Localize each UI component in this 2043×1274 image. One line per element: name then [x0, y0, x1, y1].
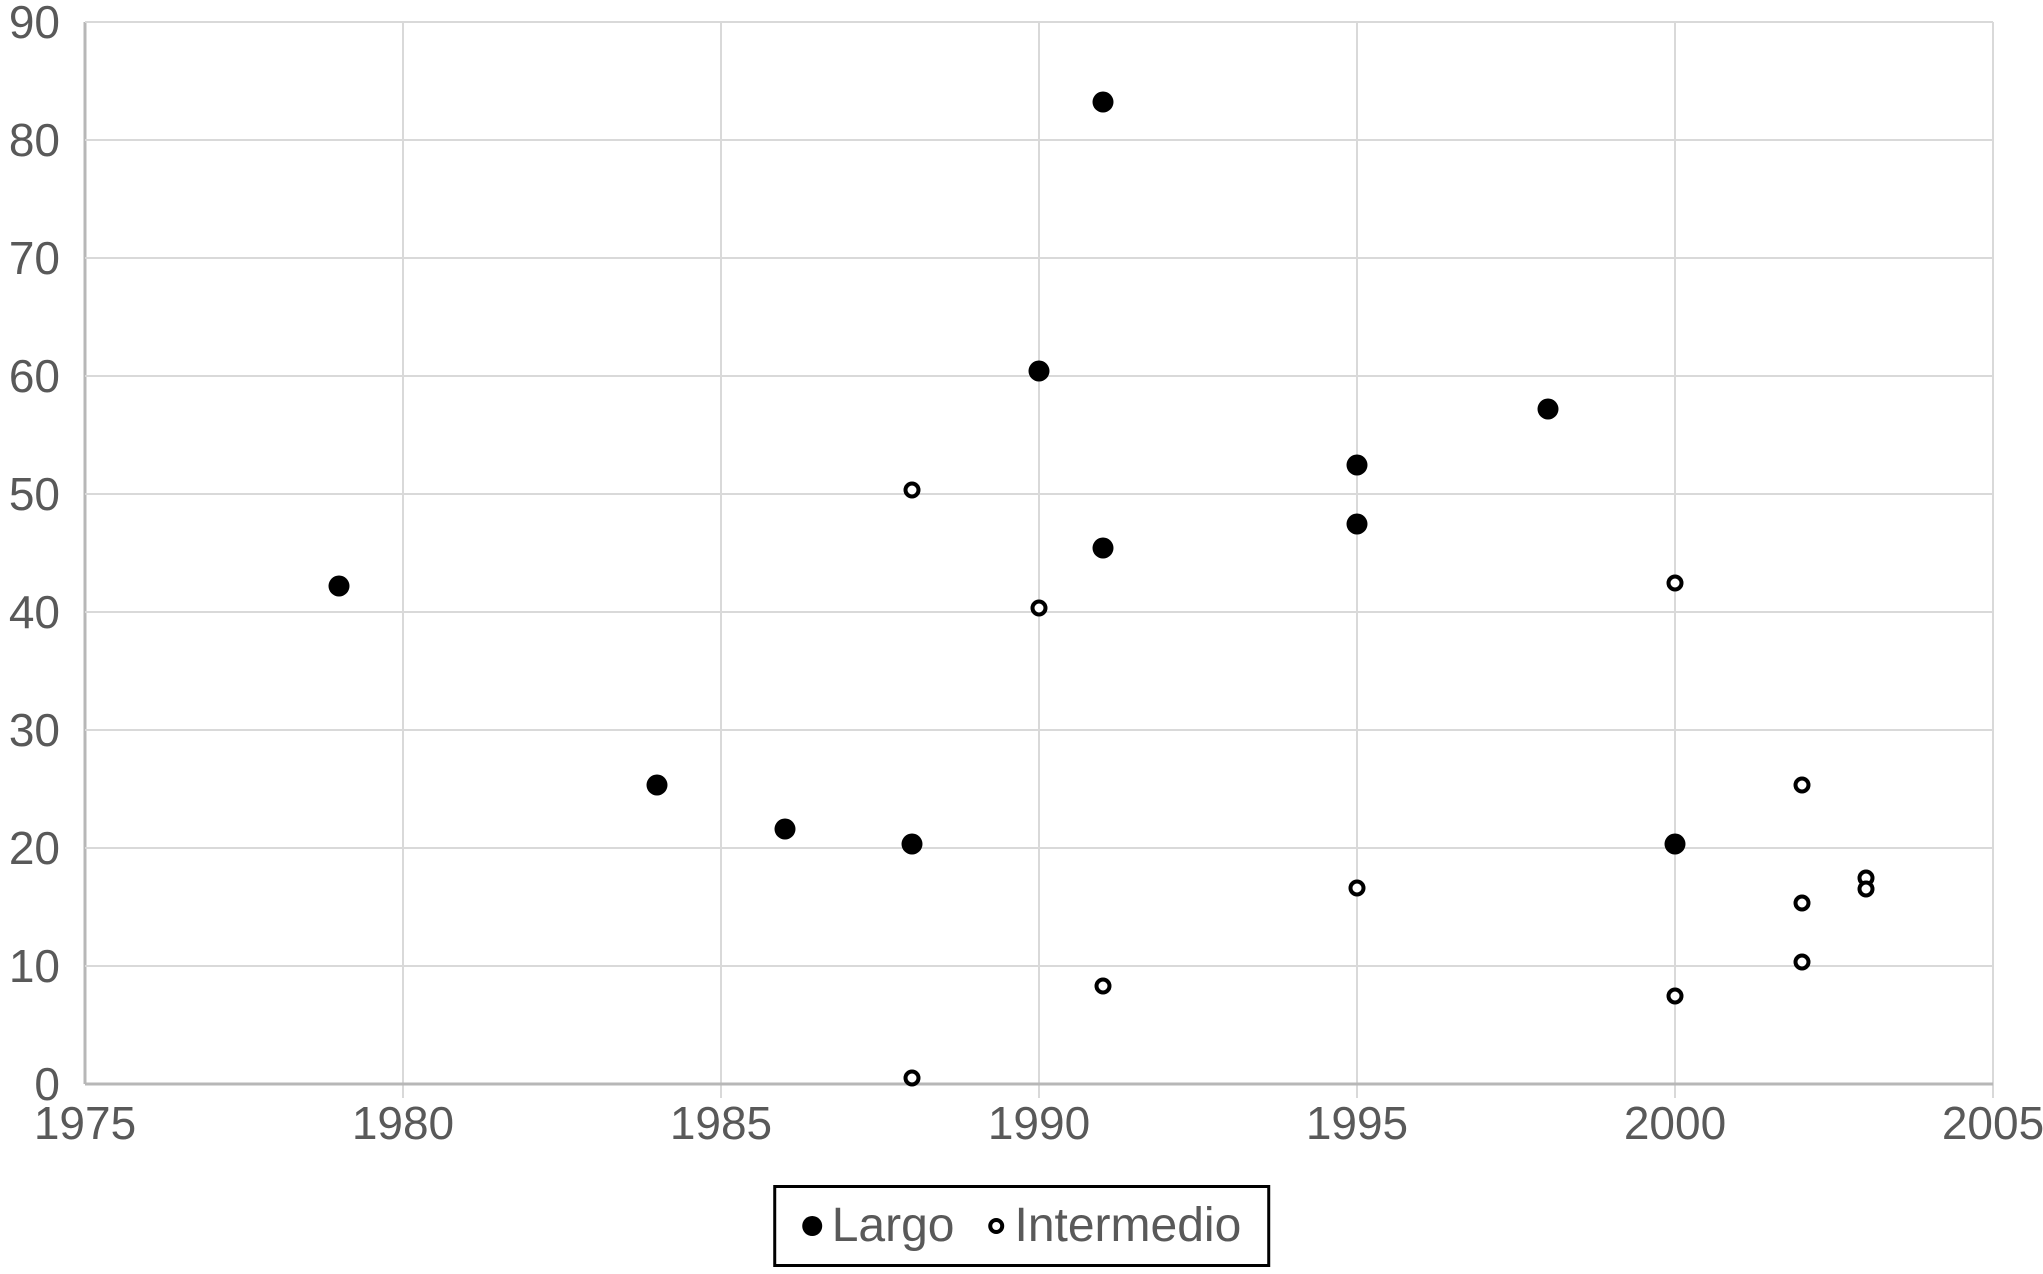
data-point-largo[interactable] [901, 833, 923, 855]
data-point-largo[interactable] [1664, 833, 1686, 855]
data-point-largo[interactable] [1346, 513, 1368, 534]
data-point-intermedio[interactable] [1666, 987, 1684, 1004]
y-tick-label: 40 [8, 586, 60, 638]
x-tick-label: 1990 [987, 1097, 1091, 1149]
y-tick-label: 90 [8, 0, 60, 48]
data-point-largo[interactable] [328, 575, 350, 597]
legend-label-intermedio: Intermedio [1014, 1199, 1242, 1252]
data-point-intermedio[interactable] [1348, 879, 1366, 897]
data-point-largo[interactable] [646, 774, 668, 796]
data-point-intermedio[interactable] [1793, 894, 1811, 912]
x-tick-label: 1995 [1305, 1097, 1409, 1149]
data-point-intermedio[interactable] [1857, 880, 1875, 898]
vertical-gridline [1355, 22, 1358, 1098]
x-axis-line [85, 1082, 1993, 1086]
vertical-gridline [1038, 22, 1040, 1098]
horizontal-gridline [85, 729, 1993, 731]
horizontal-gridline [85, 847, 1993, 849]
data-point-intermedio[interactable] [1793, 953, 1811, 971]
horizontal-gridline [85, 493, 1993, 495]
y-tick-label: 0 [34, 1058, 60, 1110]
open-circle-icon [988, 1218, 1005, 1234]
y-tick-label: 20 [8, 822, 60, 874]
data-point-intermedio[interactable] [1030, 599, 1048, 617]
y-tick-label: 60 [8, 350, 60, 402]
legend-item-intermedio[interactable]: Intermedio [988, 1202, 1241, 1250]
x-tick-label: 2000 [1623, 1097, 1727, 1149]
y-tick-label: 70 [8, 232, 60, 284]
vertical-gridline [1674, 22, 1676, 1098]
filled-circle-icon [801, 1216, 822, 1236]
data-point-largo[interactable] [1346, 454, 1368, 475]
x-axis-labels: 1975 1980 1985 1990 1995 2000 2005 [34, 1097, 2043, 1160]
data-point-largo[interactable] [1092, 537, 1114, 559]
data-point-largo[interactable] [1537, 398, 1559, 420]
data-point-largo[interactable] [1092, 91, 1114, 113]
horizontal-gridline [85, 257, 1993, 259]
y-tick-label: 10 [8, 940, 60, 992]
vertical-gridline [401, 22, 404, 1098]
horizontal-gridline [85, 139, 1993, 141]
data-point-intermedio[interactable] [1094, 977, 1112, 995]
x-tick-label: 2005 [1941, 1097, 2043, 1149]
data-point-intermedio[interactable] [1666, 574, 1684, 591]
data-point-intermedio[interactable] [903, 481, 921, 499]
y-tick-label: 80 [8, 114, 60, 166]
legend-item-largo[interactable]: Largo [801, 1199, 955, 1252]
horizontal-gridline [85, 21, 1993, 23]
legend[interactable]: Largo Intermedio [772, 1185, 1271, 1267]
y-tick-label: 50 [8, 468, 60, 520]
y-axis-line [83, 22, 87, 1084]
data-point-intermedio[interactable] [903, 1069, 921, 1087]
plot-area [83, 21, 1994, 1098]
x-tick-label: 1980 [351, 1097, 455, 1149]
x-tick-label: 1975 [33, 1097, 137, 1149]
y-tick-label: 30 [8, 704, 60, 756]
data-point-largo[interactable] [1028, 360, 1050, 382]
x-tick-label: 1985 [669, 1097, 773, 1149]
vertical-gridline [719, 22, 722, 1098]
y-axis-labels: 0 10 20 30 40 50 60 70 80 90 [0, 0, 60, 1107]
data-point-intermedio[interactable] [1793, 776, 1811, 794]
horizontal-gridline [85, 965, 1993, 967]
vertical-gridline [1992, 22, 1994, 1098]
legend-label-largo: Largo [831, 1199, 955, 1252]
data-point-largo[interactable] [774, 818, 796, 840]
